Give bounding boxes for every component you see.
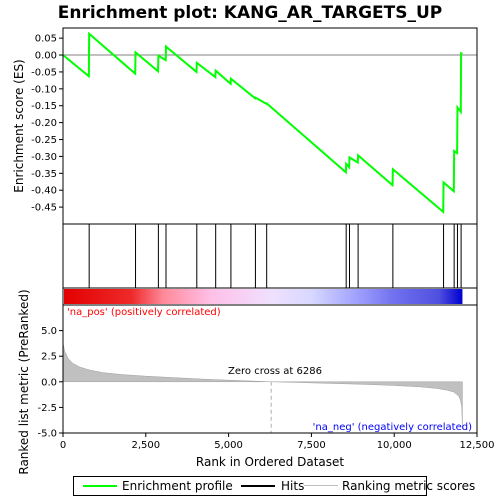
es-ytick-label: -0.05 — [31, 67, 57, 78]
es-ytick-label: -0.35 — [31, 169, 57, 180]
ranked-metric-panel: 5.0 2.5 0.0 -2.5 -5.0 'na_pos' (positively c… — [37, 304, 478, 440]
hits-panel — [62, 223, 478, 289]
legend: Enrichment profile Hits Ranking metric s… — [73, 476, 475, 496]
x-tick-label: 5,000 — [214, 440, 243, 451]
positive-correlation-label: 'na_pos' (positively correlated) — [67, 307, 221, 318]
enrichment-profile-line — [62, 31, 463, 214]
es-ytick-label: -0.15 — [31, 101, 57, 112]
rank-color-bar — [62, 287, 478, 306]
x-tick-label: 12,500 — [460, 440, 495, 451]
rm-ytick-label: -2.5 — [37, 403, 57, 414]
x-axis-label: Rank in Ordered Dataset — [196, 455, 344, 469]
ranking-metric-area — [62, 342, 463, 429]
ranked-metric-axis-label: Ranked list metric (PreRanked) — [17, 289, 31, 474]
rm-ytick-label: 2.5 — [41, 352, 57, 363]
es-ytick-label: 0.05 — [35, 34, 57, 45]
es-ytick-label: -0.25 — [31, 135, 57, 146]
es-ytick-label: -0.40 — [31, 186, 57, 197]
chart-title: Enrichment plot: KANG_AR_TARGETS_UP — [58, 3, 442, 23]
negative-correlation-label: 'na_neg' (negatively correlated) — [313, 422, 472, 433]
es-ytick-label: -0.20 — [31, 118, 57, 129]
x-tick-label: 0 — [60, 440, 66, 451]
es-ytick-label: 0.00 — [35, 51, 57, 62]
rm-ytick-label: 0.0 — [41, 377, 57, 388]
enrichment-score-panel: 0.05 0.00 -0.05 -0.10 -0.15 -0.20 -0.25 -0.30 -0… — [31, 27, 478, 225]
x-tick-label: 10,000 — [377, 440, 412, 451]
zero-cross-label: Zero cross at 6286 — [228, 366, 322, 377]
legend-label-enrichment-profile: Enrichment profile — [122, 479, 233, 493]
rm-ytick-label: -5.0 — [37, 429, 57, 440]
legend-swatch-enrichment-profile — [83, 485, 117, 487]
legend-swatch-hits — [241, 485, 275, 487]
x-tick-label: 2,500 — [131, 440, 160, 451]
es-axis-label: Enrichment score (ES) — [12, 59, 26, 192]
legend-swatch-ranking-metric — [304, 485, 338, 486]
es-ytick-label: -0.10 — [31, 84, 57, 95]
rm-ytick-label: 5.0 — [41, 326, 57, 337]
es-ytick-label: -0.45 — [31, 203, 57, 214]
x-tick-label: 7,500 — [297, 440, 326, 451]
legend-label-hits: Hits — [281, 479, 305, 493]
es-ytick-label: -0.30 — [31, 152, 57, 163]
legend-label-ranking-metric: Ranking metric scores — [342, 479, 476, 493]
